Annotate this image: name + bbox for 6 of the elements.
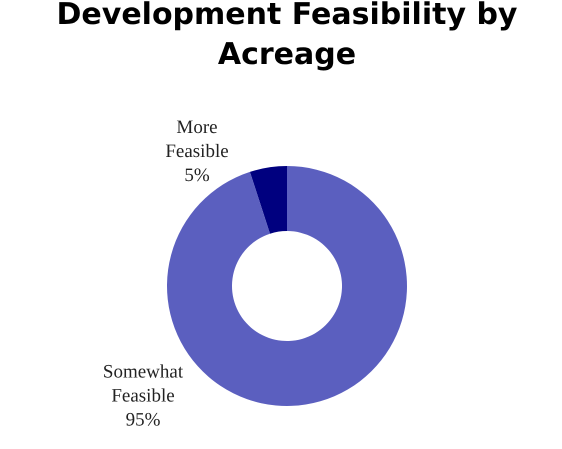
donut-slice (250, 166, 287, 234)
slice-label: Somewhat Feasible (102, 362, 184, 407)
data-label: 95% (126, 410, 161, 431)
slice-label: More Feasible (165, 117, 229, 162)
chart-title: Development Feasibility by Acreage (56, 0, 518, 72)
data-label: 5% (184, 165, 210, 186)
